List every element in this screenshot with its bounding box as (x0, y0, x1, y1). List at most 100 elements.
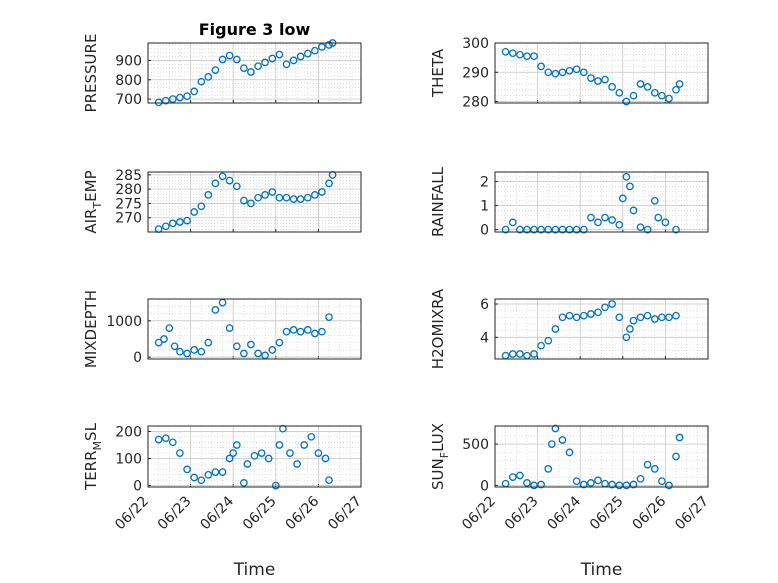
data-point (218, 468, 227, 476)
data-point (608, 480, 616, 489)
y-tick-label: 300 (462, 36, 489, 52)
data-point (537, 341, 545, 350)
data-point (311, 191, 319, 199)
data-point (558, 68, 567, 77)
data-point (594, 77, 602, 85)
data-point (303, 326, 312, 334)
data-point (608, 83, 616, 91)
data-point (225, 51, 234, 60)
data-point (672, 452, 680, 461)
data-point (658, 477, 666, 486)
data-point (601, 213, 609, 222)
data-point (516, 471, 524, 480)
data-point (325, 476, 333, 485)
data-point (594, 476, 602, 485)
data-point (537, 225, 545, 234)
data-point (261, 58, 269, 67)
data-point (643, 460, 652, 469)
data-point (654, 213, 663, 222)
data-point (232, 182, 241, 191)
data-point (636, 313, 645, 322)
y-tick-label: 0 (480, 223, 489, 239)
data-point (501, 47, 510, 56)
data-point (601, 75, 609, 84)
data-point (176, 347, 184, 356)
data-point (572, 313, 581, 322)
data-point (544, 225, 553, 234)
data-point (311, 46, 319, 55)
data-point (572, 477, 581, 486)
data-point (261, 191, 269, 199)
y-tick-label: 2 (480, 175, 489, 191)
data-point (661, 218, 670, 227)
data-point (626, 182, 634, 191)
data-point (268, 54, 277, 63)
data-point (530, 350, 538, 358)
data-point (240, 196, 248, 205)
data-point (254, 193, 262, 202)
data-point (197, 347, 206, 356)
data-point (232, 342, 241, 351)
data-point (293, 460, 301, 468)
data-point (176, 218, 184, 226)
data-point (608, 300, 616, 308)
axes-frame (147, 42, 362, 104)
data-point (516, 50, 524, 59)
data-point (675, 80, 684, 88)
data-point (650, 465, 659, 473)
data-point (240, 349, 248, 358)
data-point (282, 60, 291, 69)
data-point (204, 191, 213, 199)
data-point (658, 313, 666, 322)
data-point (615, 220, 624, 229)
data-point (622, 172, 631, 181)
x-axis-label: Time (580, 560, 623, 580)
data-point (629, 206, 638, 215)
data-point (658, 91, 666, 100)
subplot-h2omixra: 4 6 H2OMIXRA (429, 288, 709, 369)
y-axis-label: MIXDEPTH (82, 290, 100, 368)
data-point (311, 329, 319, 338)
y-axis-label: H2OMIXRA (429, 288, 447, 369)
data-point (618, 194, 627, 203)
data-point (225, 324, 234, 332)
data-point (672, 311, 680, 320)
data-point (626, 325, 634, 333)
data-point (289, 326, 298, 334)
data-point (508, 473, 517, 481)
data-point (325, 313, 333, 322)
data-point (558, 436, 567, 444)
data-point (665, 481, 673, 490)
data-point (650, 315, 659, 323)
y-tick-label: 280 (462, 95, 489, 111)
data-point (551, 69, 560, 78)
axes-frame (494, 425, 709, 488)
data-point (243, 460, 252, 468)
data-point (232, 441, 241, 449)
data-point (247, 68, 255, 76)
data-point (650, 88, 659, 97)
axes-frame (494, 42, 709, 104)
data-point (643, 225, 652, 234)
data-point (579, 225, 588, 234)
data-point (218, 172, 227, 181)
y-tick-label: 900 (115, 53, 142, 69)
subplot-pressure: 700 800 900 PRESSURE Figure 3 low (82, 20, 362, 112)
data-point (289, 56, 298, 65)
data-point (565, 448, 574, 457)
axes-frame (494, 171, 709, 233)
y-tick-label: 100 (115, 452, 142, 468)
data-point (551, 424, 560, 433)
y-axis-label: TERRMSL (82, 422, 104, 491)
data-point (665, 313, 673, 322)
data-point (636, 223, 645, 232)
y-tick-label: 1 (480, 199, 489, 215)
data-point (544, 465, 553, 473)
data-point (565, 66, 574, 75)
data-point (286, 449, 294, 457)
data-point (190, 87, 199, 96)
data-point (601, 303, 609, 312)
y-tick-label: 500 (462, 437, 489, 453)
data-point (190, 473, 199, 482)
